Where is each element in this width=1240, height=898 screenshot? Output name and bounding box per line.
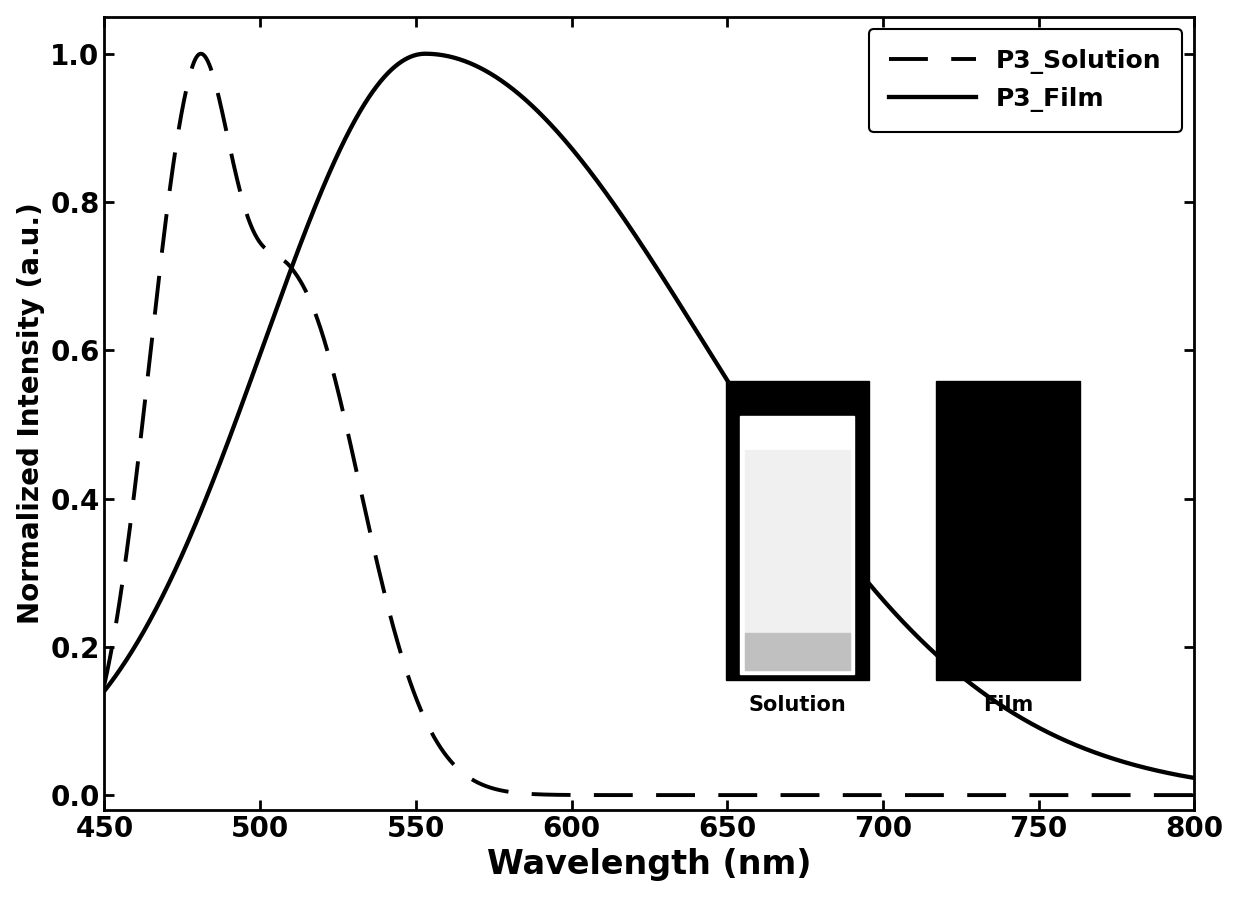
P3_Film (286, 258, 301, 269)
P3_Film (1166, 769, 1180, 779)
P3_Film (1187, 772, 1202, 783)
P3_Solution (286, 266, 301, 277)
Legend: P3_Solution, P3_Film: P3_Solution, P3_Film (869, 29, 1182, 132)
Bar (740, 416, 854, 674)
P3_Film (563, 141, 578, 152)
P3_Film (516, 92, 531, 102)
Text: Solution: Solution (749, 695, 846, 715)
Bar (725, 382, 869, 680)
Y-axis label: Normalized Intensity (a.u.): Normalized Intensity (a.u.) (16, 202, 45, 624)
Line: P3_Film: P3_Film (104, 54, 1194, 778)
P3_Solution (1187, 789, 1202, 800)
Bar (744, 632, 851, 670)
Text: Film: Film (983, 695, 1033, 715)
P3_Solution (97, 679, 112, 690)
P3_Film (221, 435, 236, 445)
P3_Solution (563, 789, 578, 800)
Line: P3_Solution: P3_Solution (104, 54, 1194, 795)
P3_Solution (516, 788, 531, 799)
P3_Solution (193, 48, 208, 59)
X-axis label: Wavelength (nm): Wavelength (nm) (487, 849, 812, 881)
P3_Film (1048, 731, 1063, 742)
P3_Film (97, 685, 112, 696)
Bar (744, 451, 851, 670)
P3_Film (418, 48, 433, 59)
Bar (936, 382, 1080, 680)
P3_Solution (222, 138, 237, 149)
P3_Solution (1048, 789, 1063, 800)
P3_Solution (1166, 789, 1180, 800)
